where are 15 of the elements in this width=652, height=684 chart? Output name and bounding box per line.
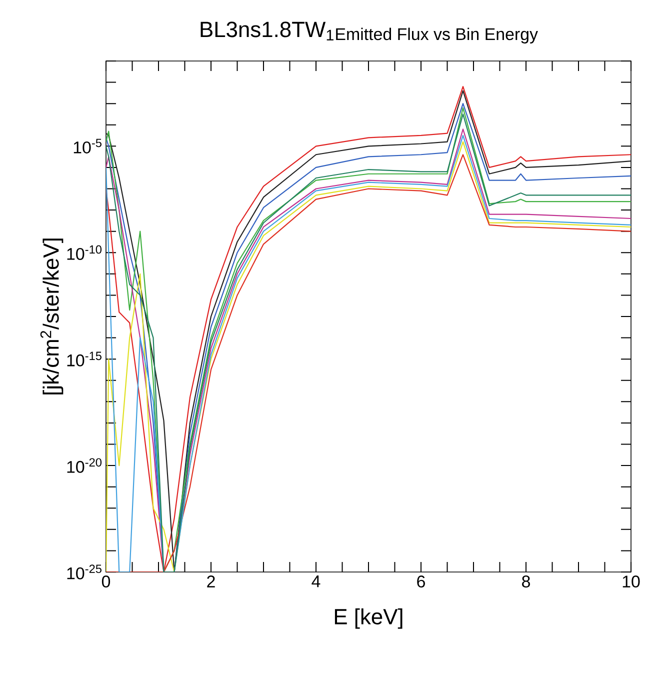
y-tick-label: 10$^{-15}$ [67,352,102,366]
x-tick-label: 6 [417,576,425,588]
x-tick-label: 2 [207,576,215,588]
x-tick-label: 0 [102,576,110,588]
y-tick-label: 10$^{-25}$ [67,564,102,580]
x-tick-label: 4 [312,576,320,588]
y-tick-label: 10$^{-5}$ [74,138,102,154]
chart-title: BL3ns1.8TW$_{1}$ [200,22,334,40]
x-tick-label: 8 [522,576,530,588]
y-tick-label: 10$^{-10}$ [67,245,102,260]
chart-subtitle: Emitted Flux vs Bin Energy [336,28,538,44]
x-tick-label: 10 [622,576,640,588]
y-axis-title: [jk/cm$^{2}$/ster/keV] [40,238,64,394]
y-tick-label: 10$^{-20}$ [67,458,102,473]
x-axis-title: E [keV] [334,608,402,629]
